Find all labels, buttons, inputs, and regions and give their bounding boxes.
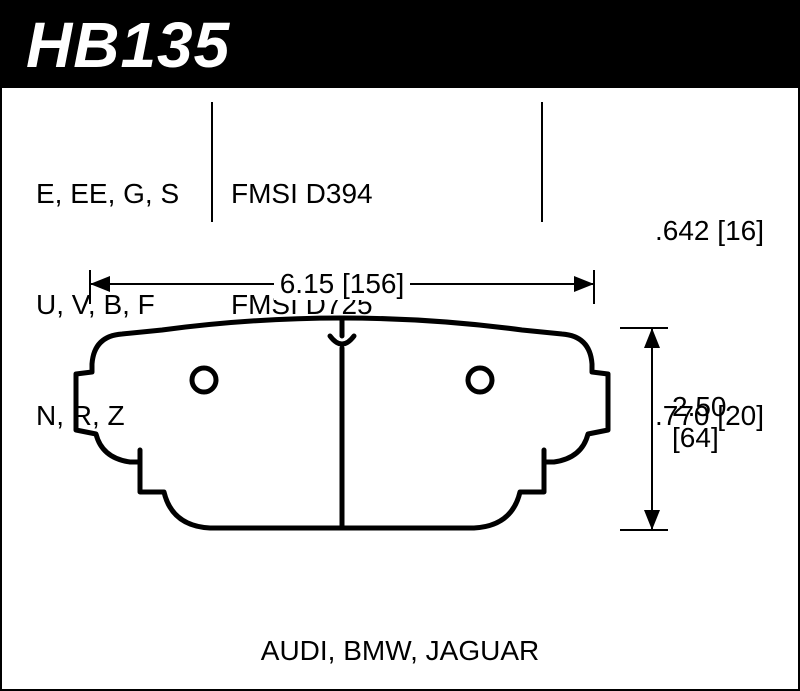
width-dimension: 6.15 [156] [82,264,602,304]
height-arrow [620,312,680,572]
spec-sheet: HB135 E, EE, G, S U, V, B, F N, R, Z FMS… [0,0,800,691]
pad-hole-left [192,368,216,392]
fmsi-line: FMSI D394 [231,176,541,213]
height-label: 2.50 [64] [672,392,782,454]
header-bar: HB135 [2,2,798,88]
height-in: 2.50 [672,391,727,422]
width-in: 6.15 [280,268,335,299]
width-mm: 156 [350,268,397,299]
codes-line: E, EE, G, S [36,176,211,213]
brake-pad-outline [72,312,612,542]
width-label: 6.15 [156] [274,268,411,300]
height-mm: 64 [680,422,711,453]
thickness-in: .642 [655,215,710,246]
pad-hole-right [468,368,492,392]
height-dimension: 2.50 [64] [672,392,782,454]
codes-column: E, EE, G, S U, V, B, F N, R, Z [36,102,211,222]
spec-columns: E, EE, G, S U, V, B, F N, R, Z FMSI D394… [36,102,764,222]
fmsi-column: FMSI D394 FMSI D725 [211,102,541,222]
fitment-footer: AUDI, BMW, JAGUAR [2,635,798,667]
part-number: HB135 [26,8,230,82]
fitment-text: AUDI, BMW, JAGUAR [261,635,539,666]
pad-center-split [330,320,354,528]
thickness-mm: 16 [725,215,756,246]
thickness-column: .642 [16] .770 [20] [541,102,764,222]
